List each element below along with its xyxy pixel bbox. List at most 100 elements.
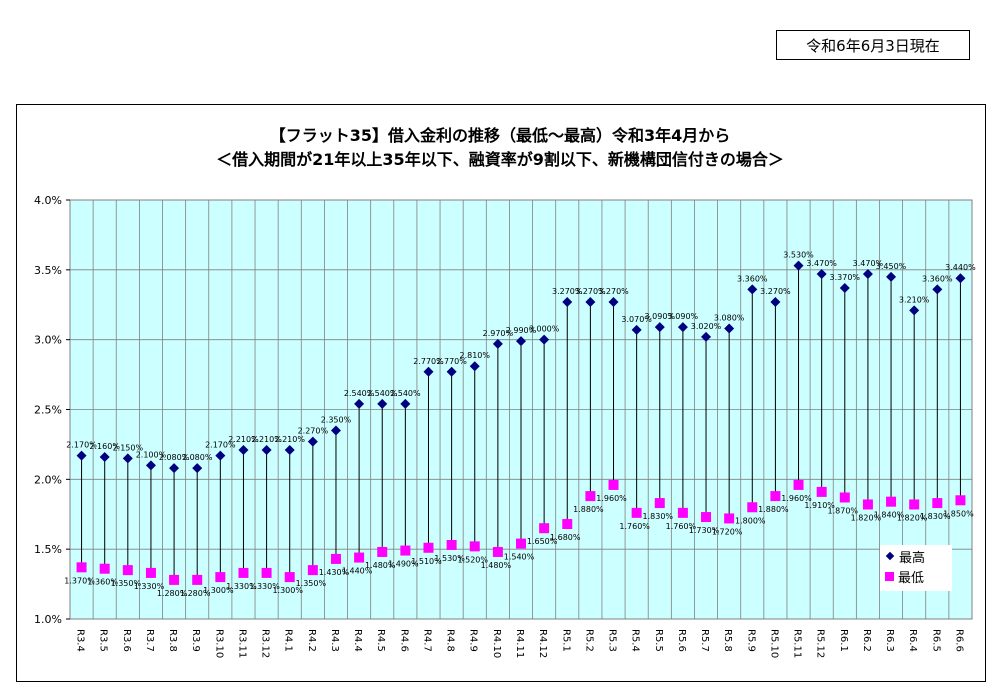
max-point — [677, 322, 688, 333]
min-data-label: 1.520% — [457, 555, 488, 564]
max-data-label: 3.270% — [552, 287, 583, 296]
min-data-label: 1.480% — [481, 561, 512, 570]
min-data-label: 1.280% — [180, 589, 211, 598]
x-tick-label: R5.4 — [630, 629, 641, 652]
max-point — [307, 436, 318, 447]
max-point — [724, 323, 735, 334]
x-tick-label: R5.10 — [768, 629, 779, 658]
y-tick-label: 4.0% — [34, 194, 62, 207]
max-data-label: 3.360% — [922, 274, 953, 283]
x-tick-label: R5.5 — [653, 629, 664, 652]
x-tick-label: R4.11 — [514, 629, 525, 658]
min-point — [677, 507, 688, 518]
max-point — [701, 331, 712, 342]
max-point — [76, 450, 87, 461]
min-point — [377, 546, 388, 557]
min-point — [724, 513, 735, 524]
x-tick-label: R4.4 — [352, 629, 363, 652]
min-point — [99, 563, 110, 574]
max-point — [469, 361, 480, 372]
min-point — [886, 496, 897, 507]
max-data-label: 3.360% — [737, 274, 768, 283]
min-data-label: 1.280% — [157, 589, 188, 598]
max-point — [516, 336, 526, 347]
min-data-label: 1.330% — [134, 582, 165, 591]
x-tick-label: R5.7 — [699, 629, 710, 652]
min-data-label: 1.840% — [874, 511, 905, 520]
min-point — [330, 553, 341, 564]
legend-label-min: 最低 — [898, 570, 925, 586]
min-data-label: 1.830% — [920, 512, 951, 521]
legend-label-max: 最高 — [899, 550, 926, 566]
min-point — [469, 541, 480, 552]
min-data-label: 1.350% — [111, 579, 142, 588]
min-point — [909, 499, 920, 510]
max-data-label: 3.090% — [645, 312, 676, 321]
min-point — [122, 565, 133, 576]
max-data-label: 2.990% — [506, 326, 537, 335]
min-point — [654, 498, 665, 509]
min-data-label: 1.870% — [828, 506, 859, 515]
max-point — [192, 463, 203, 474]
max-data-label: 2.540% — [390, 389, 421, 398]
x-tick-label: R4.9 — [468, 629, 479, 652]
x-tick-label: R3.6 — [121, 629, 132, 652]
max-point — [539, 334, 550, 345]
min-point — [631, 507, 642, 518]
max-data-label: 2.100% — [136, 450, 167, 459]
y-tick-label: 2.0% — [34, 473, 62, 486]
x-tick-label: R6.3 — [884, 629, 895, 652]
min-point — [423, 542, 434, 553]
y-tick-label: 2.5% — [34, 404, 62, 417]
min-data-label: 1.820% — [851, 513, 882, 522]
min-data-label: 1.530% — [434, 554, 465, 563]
max-data-label: 2.540% — [367, 389, 398, 398]
x-tick-label: R6.6 — [953, 629, 964, 652]
max-data-label: 2.080% — [159, 453, 190, 462]
max-point — [169, 463, 180, 474]
min-point — [539, 523, 550, 534]
x-tick-label: R5.8 — [722, 629, 733, 652]
max-point — [99, 451, 110, 462]
min-point — [608, 479, 619, 490]
min-data-label: 1.720% — [712, 527, 743, 536]
min-point — [701, 512, 712, 523]
max-point — [955, 273, 966, 284]
min-point — [169, 574, 180, 585]
min-data-label: 1.480% — [365, 561, 396, 570]
min-point — [770, 491, 781, 502]
x-tick-label: R3.4 — [75, 629, 86, 652]
max-point — [562, 296, 573, 307]
max-data-label: 3.370% — [830, 273, 861, 282]
x-tick-label: R5.12 — [815, 629, 826, 658]
min-data-label: 1.830% — [643, 512, 674, 521]
x-tick-label: R5.1 — [560, 629, 571, 652]
x-tick-label: R5.3 — [607, 629, 618, 652]
x-tick-label: R4.5 — [375, 629, 386, 652]
x-tick-label: R3.10 — [213, 629, 224, 658]
max-point — [839, 282, 850, 293]
min-data-label: 1.510% — [411, 557, 442, 566]
max-point — [377, 398, 388, 409]
max-point — [284, 445, 295, 456]
max-point — [215, 450, 226, 461]
as-of-date-text: 令和6年6月3日現在 — [806, 36, 940, 55]
min-point — [862, 499, 873, 510]
max-data-label: 3.000% — [529, 325, 560, 334]
min-data-label: 1.490% — [388, 560, 419, 569]
max-data-label: 2.210% — [274, 435, 305, 444]
min-point — [816, 486, 827, 497]
y-tick-label: 1.5% — [34, 543, 62, 556]
x-tick-label: R3.12 — [260, 629, 271, 658]
max-point — [909, 305, 920, 316]
x-tick-label: R4.1 — [283, 629, 294, 652]
as-of-date-box: 令和6年6月3日現在 — [776, 30, 970, 60]
max-data-label: 2.170% — [66, 441, 97, 450]
x-tick-label: R6.1 — [838, 629, 849, 652]
min-point — [238, 567, 249, 578]
min-data-label: 1.330% — [226, 582, 257, 591]
min-point — [446, 539, 457, 550]
chart-title: 【フラット35】借入金利の推移（最低～最高）令和3年4月から — [269, 126, 731, 145]
max-data-label: 3.270% — [575, 287, 606, 296]
max-data-label: 2.770% — [413, 357, 444, 366]
